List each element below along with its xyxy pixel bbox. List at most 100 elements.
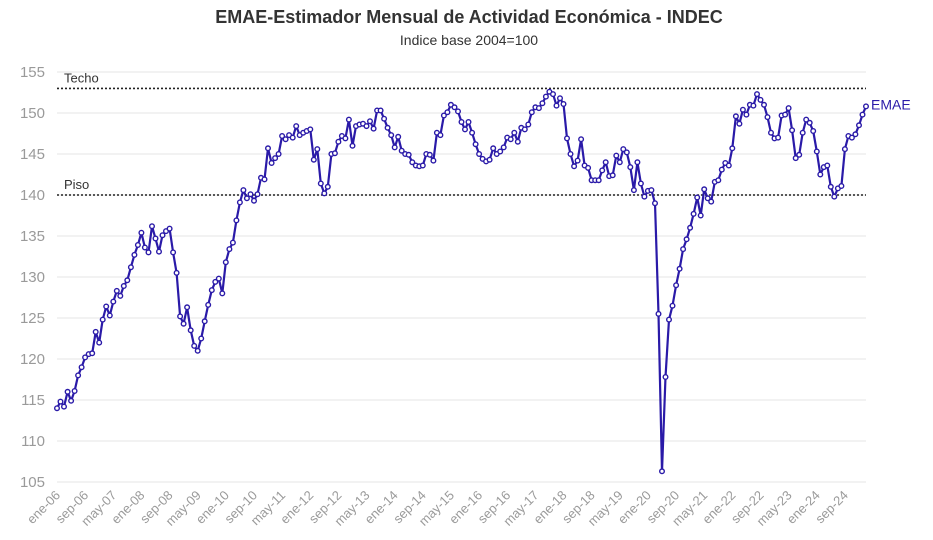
data-point	[113, 287, 120, 294]
y-tick-label: 105	[20, 474, 45, 491]
data-point	[585, 164, 592, 171]
data-point	[265, 145, 272, 152]
data-point	[61, 403, 68, 410]
data-point	[785, 105, 792, 112]
data-point	[757, 96, 764, 103]
data-point	[106, 312, 113, 319]
data-point	[268, 159, 275, 166]
data-point	[159, 232, 166, 239]
data-point	[542, 93, 549, 100]
data-point	[317, 180, 324, 187]
data-point	[500, 144, 507, 151]
data-point	[345, 116, 352, 123]
data-point	[768, 129, 775, 136]
y-tick-label: 140	[20, 187, 45, 204]
data-point	[725, 162, 732, 169]
data-point	[616, 159, 623, 166]
data-point	[764, 114, 771, 121]
series-emae	[54, 88, 870, 475]
data-point	[152, 235, 159, 242]
data-point	[697, 212, 704, 219]
data-point	[472, 141, 479, 148]
data-point	[127, 264, 134, 271]
data-point	[395, 133, 402, 140]
data-point	[743, 111, 750, 118]
data-point	[813, 148, 820, 155]
data-point	[736, 120, 743, 127]
data-point	[89, 350, 96, 357]
data-point	[236, 199, 243, 206]
data-point	[704, 195, 711, 202]
data-point	[155, 248, 162, 255]
data-point	[75, 372, 82, 379]
data-point	[669, 302, 676, 309]
x-tick-label: sep-24	[812, 488, 851, 527]
data-point	[78, 364, 85, 371]
data-point	[208, 287, 215, 294]
data-point	[381, 115, 388, 122]
data-point	[539, 100, 546, 107]
data-point	[233, 217, 240, 224]
data-point	[180, 320, 187, 327]
data-point	[212, 278, 219, 285]
data-point	[247, 191, 254, 198]
data-point	[71, 388, 78, 395]
data-point	[673, 282, 680, 289]
data-point	[782, 111, 789, 118]
data-point	[349, 142, 356, 149]
y-tick-label: 130	[20, 269, 45, 286]
data-point	[571, 163, 578, 170]
data-point	[201, 318, 208, 325]
data-point	[331, 150, 338, 157]
data-point	[810, 127, 817, 134]
data-point	[64, 388, 71, 395]
data-point	[458, 118, 465, 125]
data-point	[578, 136, 585, 143]
data-point	[637, 180, 644, 187]
data-point	[194, 347, 201, 354]
data-point	[595, 177, 602, 184]
data-point	[166, 225, 173, 232]
data-point	[289, 134, 296, 141]
data-point	[226, 246, 233, 253]
data-point	[205, 301, 212, 308]
data-point	[187, 327, 194, 334]
data-point	[528, 109, 535, 116]
data-point	[652, 200, 659, 207]
data-point	[321, 190, 328, 197]
data-point	[476, 150, 483, 157]
data-point	[687, 224, 694, 231]
data-point	[148, 223, 155, 230]
data-point	[613, 152, 620, 159]
data-point	[335, 138, 342, 145]
data-point	[272, 155, 279, 162]
data-point	[103, 303, 110, 310]
data-point	[507, 136, 514, 143]
chart-title: EMAE-Estimador Mensual de Actividad Econ…	[215, 7, 722, 27]
data-point	[279, 132, 286, 139]
data-point	[437, 132, 444, 139]
data-point	[799, 129, 806, 136]
data-point	[391, 144, 398, 151]
data-point	[715, 177, 722, 184]
y-tick-label: 150	[20, 105, 45, 122]
data-point	[550, 91, 557, 98]
data-point	[824, 162, 831, 169]
data-point	[514, 138, 521, 145]
data-point	[609, 172, 616, 179]
data-point	[96, 339, 103, 346]
data-point	[856, 122, 863, 129]
data-point	[222, 259, 229, 266]
data-point	[694, 194, 701, 201]
data-point	[388, 132, 395, 139]
data-point	[641, 193, 648, 200]
data-point	[806, 119, 813, 126]
reference-label-piso: Piso	[64, 177, 89, 192]
data-point	[655, 310, 662, 317]
data-point	[229, 239, 236, 246]
data-point	[219, 290, 226, 297]
data-point	[117, 292, 124, 299]
data-point	[490, 145, 497, 152]
data-point	[602, 159, 609, 166]
